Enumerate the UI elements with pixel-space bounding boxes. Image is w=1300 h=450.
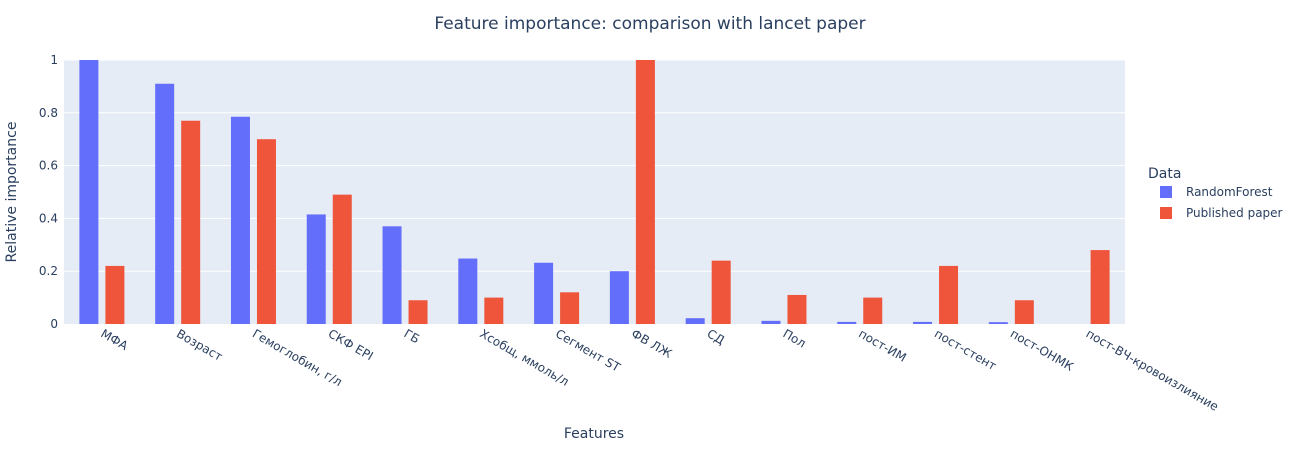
x-tick-label: Возраст [174, 326, 225, 363]
x-tick-label: пост-ИМ [856, 326, 908, 364]
y-tick-label: 0 [50, 317, 58, 331]
x-tick-label: Пол [780, 326, 808, 350]
x-axis-title: Features [564, 426, 624, 442]
bar-published-paper-7 [635, 60, 655, 324]
y-axis-ticks: 0 0.2 0.4 0.6 0.8 1 [39, 53, 58, 331]
bar-randomforest-0 [79, 60, 99, 324]
x-tick-label: МФА [98, 326, 131, 353]
legend-label-published-paper[interactable]: Published paper [1186, 206, 1283, 220]
chart-title: Feature importance: comparison with lanc… [434, 14, 865, 34]
plot-area [64, 60, 1125, 324]
bar-randomforest-8 [685, 318, 705, 324]
y-tick-label: 0.8 [39, 106, 58, 120]
x-tick-label: ФВ ЛЖ [629, 326, 674, 360]
bar-randomforest-9 [761, 320, 781, 324]
y-axis-title: Relative importance [4, 122, 20, 263]
bar-published-paper-8 [711, 260, 731, 324]
bar-randomforest-12 [988, 322, 1008, 324]
bar-published-paper-1 [181, 120, 201, 324]
bar-published-paper-4 [408, 300, 428, 324]
bar-randomforest-7 [609, 271, 629, 324]
bar-published-paper-3 [332, 194, 352, 324]
bar-published-paper-11 [939, 265, 959, 324]
legend: Data RandomForest Published paper [1148, 166, 1283, 220]
bar-published-paper-6 [560, 292, 580, 324]
bar-published-paper-12 [1014, 300, 1034, 324]
bar-randomforest-10 [837, 321, 857, 324]
x-tick-label: Сегмент ST [553, 326, 623, 375]
y-tick-label: 0.2 [39, 264, 58, 278]
legend-swatch-randomforest[interactable] [1160, 186, 1172, 198]
x-tick-label: пост-стент [932, 326, 999, 373]
bar-published-paper-13 [1090, 250, 1110, 324]
x-tick-label: СКФ EPI [326, 326, 376, 363]
bar-randomforest-6 [534, 262, 554, 324]
bar-published-paper-10 [863, 297, 883, 324]
bar-randomforest-2 [230, 116, 250, 324]
bar-randomforest-11 [913, 321, 933, 324]
y-tick-label: 0.4 [39, 211, 58, 225]
y-tick-label: 1 [50, 53, 58, 67]
legend-label-randomforest[interactable]: RandomForest [1186, 185, 1273, 199]
bar-published-paper-2 [256, 139, 276, 324]
bars [79, 60, 1110, 324]
x-tick-label: ГБ [402, 326, 422, 346]
x-tick-label: пост-ВЧ-кровоизлияние [1084, 326, 1221, 413]
bar-published-paper-5 [484, 297, 504, 324]
legend-title: Data [1148, 166, 1181, 182]
x-tick-label: СД [705, 326, 727, 347]
bar-randomforest-3 [306, 214, 326, 324]
legend-swatch-published-paper[interactable] [1160, 207, 1172, 219]
bar-randomforest-1 [155, 83, 175, 324]
bar-published-paper-0 [105, 265, 125, 324]
bar-published-paper-9 [787, 294, 807, 324]
bar-randomforest-5 [458, 258, 478, 324]
x-tick-label: пост-ОНМК [1008, 326, 1076, 374]
y-tick-label: 0.6 [39, 159, 58, 173]
bar-randomforest-4 [382, 226, 402, 324]
